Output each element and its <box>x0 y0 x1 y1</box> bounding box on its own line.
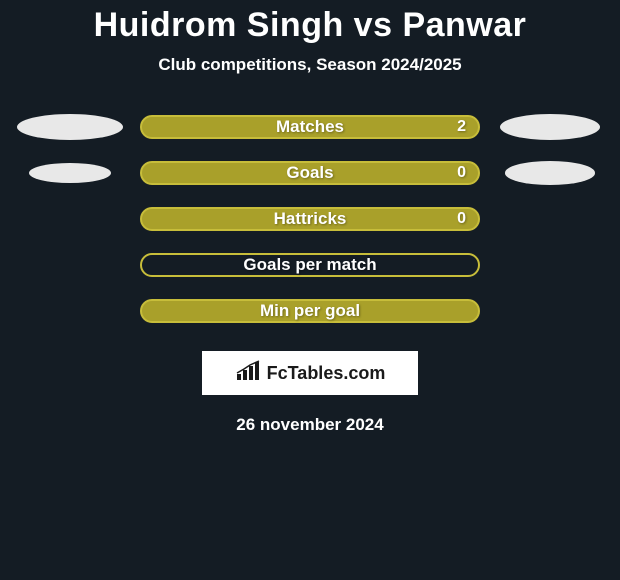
stat-row: Goals 0 <box>0 161 620 185</box>
stat-label: Goals <box>286 163 333 183</box>
stat-right-value: 0 <box>457 164 466 182</box>
date-label: 26 november 2024 <box>0 415 620 435</box>
stat-bar: Goals per match <box>140 253 480 277</box>
right-indicator <box>480 114 620 140</box>
ellipse-icon <box>17 114 123 140</box>
left-indicator <box>0 163 140 183</box>
stat-label: Min per goal <box>260 301 360 321</box>
ellipse-icon <box>29 163 112 183</box>
stat-label: Hattricks <box>274 209 347 229</box>
stat-row: Hattricks 0 <box>0 207 620 231</box>
right-indicator <box>480 161 620 184</box>
brand-label: FcTables.com <box>267 363 386 384</box>
comparison-card: Huidrom Singh vs Panwar Club competition… <box>0 0 620 580</box>
stat-bar: Goals 0 <box>140 161 480 185</box>
stat-row: Min per goal <box>0 299 620 323</box>
ellipse-icon <box>500 114 600 140</box>
stat-row: Goals per match <box>0 253 620 277</box>
bar-chart-icon <box>235 360 261 387</box>
stat-row: Matches 2 <box>0 115 620 139</box>
stat-label: Matches <box>276 117 344 137</box>
page-subtitle: Club competitions, Season 2024/2025 <box>0 55 620 75</box>
stat-bar: Hattricks 0 <box>140 207 480 231</box>
stat-bar: Matches 2 <box>140 115 480 139</box>
stat-bar: Min per goal <box>140 299 480 323</box>
ellipse-icon <box>505 161 595 184</box>
stat-rows: Matches 2 Goals 0 Hattricks 0 Goals per match M… <box>0 115 620 323</box>
brand-box: FcTables.com <box>202 351 418 395</box>
left-indicator <box>0 114 140 140</box>
page-title: Huidrom Singh vs Panwar <box>0 0 620 45</box>
stat-right-value: 0 <box>457 210 466 228</box>
stat-right-value: 2 <box>457 118 466 136</box>
stat-label: Goals per match <box>243 255 376 275</box>
